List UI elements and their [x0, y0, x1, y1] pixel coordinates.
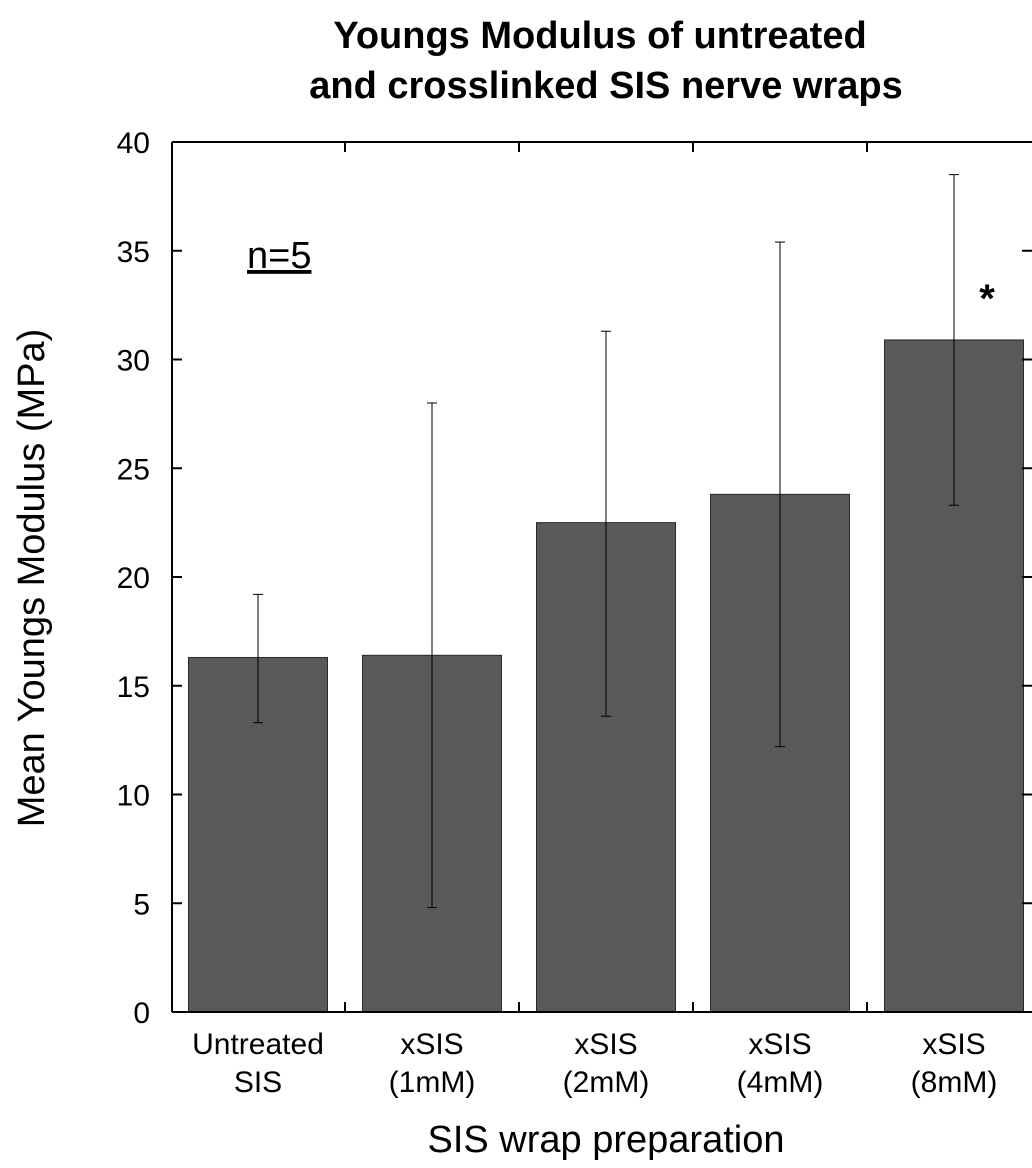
- x-tick-label-line2-1: (1mM): [389, 1066, 476, 1099]
- x-tick-label-line2-2: (2mM): [563, 1066, 650, 1099]
- y-tick-label-3: 15: [117, 671, 150, 704]
- x-tick-label-line1-0: Untreated: [192, 1028, 324, 1061]
- chart-title-line-2: and crosslinked SIS nerve wraps: [309, 65, 902, 107]
- x-tick-label-line1-4: xSIS: [922, 1028, 985, 1061]
- x-tick-label-line2-0: SIS: [234, 1066, 282, 1099]
- y-tick-label-0: 0: [133, 997, 150, 1030]
- y-tick-label-5: 25: [117, 453, 150, 486]
- chart-title-line-1: Youngs Modulus of untreated: [333, 15, 866, 57]
- error-bars-group: [253, 174, 959, 909]
- y-tick-label-6: 30: [117, 345, 150, 378]
- significance-marker: *: [979, 277, 995, 321]
- y-tick-label-8: 40: [117, 127, 150, 160]
- y-tick-label-2: 10: [117, 780, 150, 813]
- x-tick-label-line2-4: (8mM): [911, 1066, 998, 1099]
- y-axis-label: Mean Youngs Modulus (MPa): [11, 329, 53, 828]
- y-tick-label-7: 35: [117, 236, 150, 269]
- sample-size-annotation: n=5: [247, 235, 311, 277]
- x-tick-label-line2-3: (4mM): [737, 1066, 824, 1099]
- x-tick-label-line1-1: xSIS: [400, 1028, 463, 1061]
- x-tick-labels: Untreated SIS xSIS (1mM) xSIS (2mM) xSIS (4mM) x…: [192, 1028, 997, 1099]
- y-tick-labels: 0 5 10 15 20 25 30 35 40: [117, 127, 150, 1030]
- y-tick-label-1: 5: [133, 888, 150, 921]
- ticks-group: [172, 141, 1032, 1013]
- x-tick-label-line1-3: xSIS: [748, 1028, 811, 1061]
- y-tick-label-4: 20: [117, 562, 150, 595]
- x-axis-label: SIS wrap preparation: [428, 1119, 785, 1161]
- x-tick-label-line1-2: xSIS: [574, 1028, 637, 1061]
